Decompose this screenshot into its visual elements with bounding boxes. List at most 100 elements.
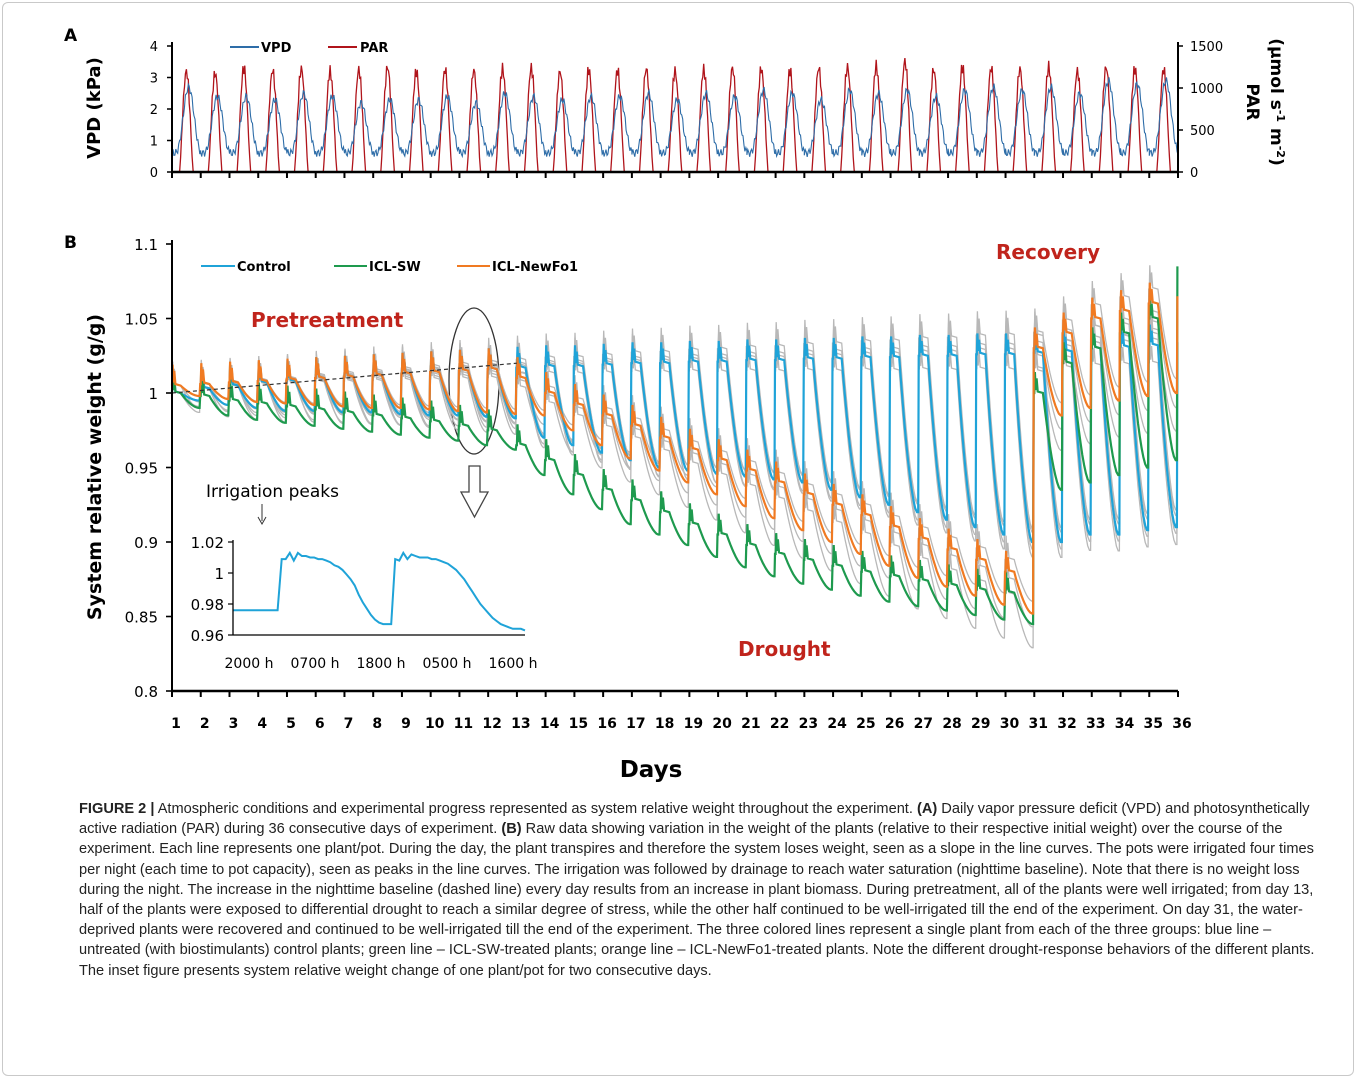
- caption-figure-label: FIGURE 2 |: [79, 801, 155, 817]
- panel-b-x-tick-label: 1: [171, 716, 181, 732]
- vpd-line: [171, 77, 1179, 159]
- par-label-part-3: m: [1266, 122, 1286, 146]
- panel-b-x-tick-label: 2: [200, 716, 210, 732]
- panel-b-x-tick-label: 3: [229, 716, 239, 732]
- panel-b-x-tick-label: 12: [482, 716, 501, 732]
- panel-b-x-tick-label: 7: [344, 716, 354, 732]
- panel-b-y-tick-label: 1: [148, 385, 158, 403]
- panel-a-right-tick-label: 500: [1190, 124, 1215, 139]
- panel-b-x-tick-label: 18: [655, 716, 674, 732]
- panel-b-x-tick-label: 24: [827, 716, 847, 732]
- inset-x-tick-label: 2000 h: [225, 656, 274, 672]
- caption-text-1: Atmospheric conditions and experimental …: [154, 801, 917, 817]
- par-line: [172, 58, 1178, 173]
- panel-a-left-axis-label: VPD (kPa): [84, 57, 105, 159]
- panel-b-y-tick-label: 0.95: [125, 460, 158, 478]
- highlight-ellipse: [448, 307, 500, 455]
- panel-b-x-tick-label: 11: [454, 716, 473, 732]
- panel-a-right-tick-label: 1000: [1190, 82, 1223, 97]
- panel-a-y-tick-label: 1: [150, 135, 158, 150]
- panel-b-x-tick-label: 17: [626, 716, 645, 732]
- inset-chart: Irrigation peaks 0.96 0.98 1 1.02 2000 h 0700…: [191, 482, 538, 672]
- panel-b-x-tick-label: 35: [1144, 716, 1163, 732]
- panel-a-y-tick-label: 4: [150, 40, 158, 55]
- panel-b-x-tick-label: 16: [597, 716, 616, 732]
- panel-b-x-tick-label: 26: [885, 716, 904, 732]
- par-label-part-2: -1: [1274, 110, 1287, 122]
- recovery-annotation: Recovery: [996, 240, 1100, 264]
- panel-b-x-tick-label: 31: [1029, 716, 1048, 732]
- panel-a-y-tick-label: 0: [150, 166, 158, 181]
- panel-b-legend: Control ICL-SW ICL-NewFo1: [201, 260, 578, 275]
- panel-b-y-tick-label: 0.8: [134, 683, 158, 701]
- figure-svg: A VPD (kPa) PAR (µmol s-1 m-2) VPD PAR 01…: [64, 26, 1287, 783]
- panel-a-y-tick-label: 2: [150, 103, 158, 118]
- panel-b-x-tick-label: 30: [1000, 716, 1020, 732]
- par-label-part-5: ): [1266, 158, 1286, 166]
- caption-text-2: Daily vapor pressure deficit (VPD) and p…: [79, 801, 1310, 838]
- irrigation-pointer-head: [257, 516, 267, 526]
- par-label-part-4: -2: [1274, 146, 1287, 158]
- panel-b-x-tick-label: 19: [684, 716, 703, 732]
- inset-x-tick-label: 1800 h: [357, 656, 406, 672]
- panel-a-right-axis-label: PAR (µmol s-1 m-2): [1242, 38, 1287, 165]
- panel-b-y-tick-label: 0.85: [125, 609, 158, 627]
- panel-b-x-tick-label: 5: [286, 716, 296, 732]
- panel-b-x-tick-label: 20: [712, 716, 732, 732]
- panel-b-x-tick-label: 28: [942, 716, 961, 732]
- panel-b-y-tick-label: 0.9: [134, 534, 158, 552]
- panel-b-x-tick-label: 25: [856, 716, 875, 732]
- inset-x-tick-label: 0500 h: [423, 656, 472, 672]
- panel-a-y-tick-label: 3: [150, 72, 158, 87]
- panel-b-x-tick-label: 36: [1172, 716, 1191, 732]
- inset-y-tick-label: 0.96: [191, 627, 224, 645]
- days-axis-title: Days: [620, 757, 683, 783]
- par-label-part-0: PAR: [1242, 83, 1262, 120]
- panel-b-x-tick-label: 29: [971, 716, 990, 732]
- icl-newfo1-legend-label: ICL-NewFo1: [492, 260, 578, 275]
- panel-b-label: B: [64, 233, 77, 253]
- par-label-part-1: (µmol s: [1266, 38, 1286, 110]
- panel-b-x-tick-label: 21: [741, 716, 760, 732]
- series-line-icl-newfo1: [170, 282, 1179, 615]
- caption-panel-b-tag: (B): [501, 821, 522, 838]
- down-arrow-icon: [459, 465, 490, 519]
- inset-y-tick-label: 1: [214, 565, 224, 583]
- vpd-legend-label: VPD: [261, 41, 292, 56]
- panel-b-x-tick-label: 33: [1086, 716, 1105, 732]
- caption-panel-a-tag: (A): [916, 801, 938, 817]
- panel-b-x-tick-label: 13: [511, 716, 530, 732]
- inset-control-line: [233, 550, 526, 632]
- panel-b-x-tick-label: 32: [1057, 716, 1076, 732]
- figure-caption: FIGURE 2 | Atmospheric conditions and ex…: [79, 799, 1315, 981]
- panel-a-right-tick-label: 0: [1190, 166, 1198, 181]
- panel-a-legend: VPD PAR: [230, 41, 388, 56]
- drought-annotation: Drought: [738, 637, 831, 661]
- panel-b-y-tick-label: 1.05: [125, 311, 158, 329]
- panel-b-y-axis-label: System relative weight (g/g): [84, 314, 106, 620]
- panel-a: A VPD (kPa) PAR (µmol s-1 m-2) VPD PAR 01…: [64, 26, 1287, 181]
- panel-b-x-tick-label: 4: [257, 716, 267, 732]
- panel-b-x-tick-label: 10: [425, 716, 445, 732]
- inset-y-tick-label: 1.02: [191, 534, 224, 552]
- panel-b-y-tick-label: 1.1: [134, 236, 158, 254]
- panel-b-x-tick-label: 15: [569, 716, 588, 732]
- pretreatment-annotation: Pretreatment: [251, 308, 404, 332]
- series-line-control: [170, 324, 1179, 544]
- panel-b-x-tick-label: 22: [770, 716, 789, 732]
- baseline-dashed-line: [171, 362, 517, 394]
- inset-x-tick-label: 0700 h: [291, 656, 340, 672]
- panel-b-x-tick-label: 8: [372, 716, 382, 732]
- control-legend-label: Control: [237, 260, 291, 275]
- panel-b: B System relative weight (g/g) Control I…: [64, 233, 1192, 783]
- panel-b-x-tick-label: 34: [1115, 716, 1135, 732]
- panel-b-x-tick-label: 14: [540, 716, 560, 732]
- icl-sw-legend-label: ICL-SW: [369, 260, 421, 275]
- panel-b-x-tick-label: 9: [401, 716, 411, 732]
- inset-y-tick-label: 0.98: [191, 596, 224, 614]
- panel-b-x-tick-label: 23: [799, 716, 818, 732]
- panel-a-right-tick-label: 1500: [1190, 40, 1223, 55]
- series-line-icl-sw: [170, 266, 1179, 626]
- panel-b-x-tick-label: 6: [315, 716, 325, 732]
